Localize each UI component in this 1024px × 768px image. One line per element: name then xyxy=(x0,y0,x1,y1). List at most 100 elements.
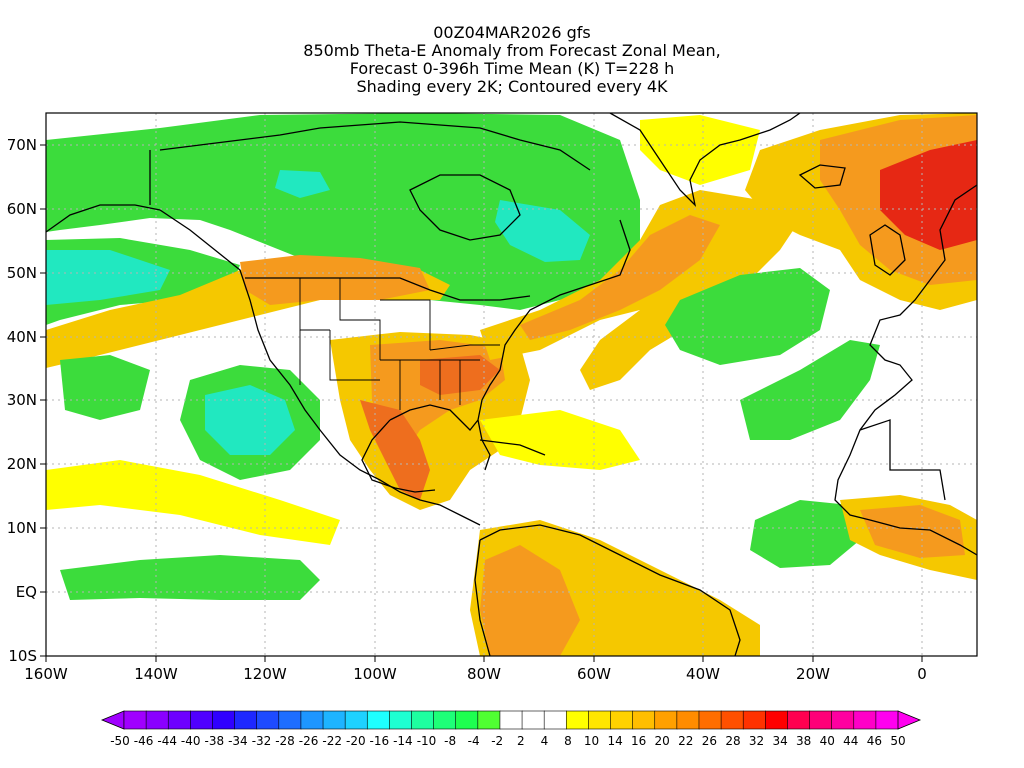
field-green-canada xyxy=(46,113,640,310)
colorbar-swatch xyxy=(632,710,656,730)
colorbar-swatch xyxy=(234,710,258,730)
colorbar-tick-label: 32 xyxy=(749,734,764,748)
colorbar-tick-label: -34 xyxy=(228,734,248,748)
colorbar-tick-label: 16 xyxy=(631,734,646,748)
colorbar-tick-label: 22 xyxy=(678,734,693,748)
anomaly-field xyxy=(46,113,977,656)
colorbar-swatch xyxy=(588,710,612,730)
lon-label: 60W xyxy=(577,665,611,683)
colorbar-swatch xyxy=(433,710,457,730)
colorbar-tick-label: -46 xyxy=(134,734,154,748)
field-green-pacific-tropics xyxy=(60,555,320,600)
gridlines xyxy=(46,113,977,656)
title-line-shading: Shading every 2K; Contoured every 4K xyxy=(356,77,668,96)
lon-label: 20W xyxy=(796,665,830,683)
colorbar-swatch xyxy=(610,710,634,730)
colorbar-swatch xyxy=(831,710,855,730)
colorbar-tick-label: 38 xyxy=(796,734,811,748)
colorbar xyxy=(100,710,922,730)
lon-label: 140W xyxy=(134,665,178,683)
colorbar-swatch xyxy=(742,710,766,730)
plot-frame xyxy=(45,112,978,657)
title-block: 00Z04MAR2026 gfs 850mb Theta-E Anomaly f… xyxy=(0,24,1024,96)
colorbar-swatch xyxy=(720,710,744,730)
lat-label: EQ xyxy=(16,583,37,601)
colorbar-tick-label: -16 xyxy=(369,734,389,748)
lat-label: 70N xyxy=(7,136,37,154)
lon-label: 160W xyxy=(24,665,68,683)
lat-label: 50N xyxy=(7,264,37,282)
colorbar-tick-label: -14 xyxy=(393,734,413,748)
colorbar-swatch xyxy=(853,710,877,730)
colorbar-swatch xyxy=(212,710,236,730)
colorbar-swatch xyxy=(676,710,700,730)
colorbar-tick-label: 14 xyxy=(607,734,622,748)
colorbar-tick-label: 26 xyxy=(702,734,717,748)
field-green-atlantic-south xyxy=(750,500,860,568)
lon-label: 80W xyxy=(467,665,501,683)
colorbar-swatch xyxy=(654,710,678,730)
colorbar-tick-label: -10 xyxy=(417,734,437,748)
field-yellow-caribbean xyxy=(480,410,640,470)
colorbar-tick-label: -28 xyxy=(275,734,295,748)
lat-labels: 70N 60N 50N 40N 30N 20N 10N EQ 10S xyxy=(7,136,37,665)
colorbar-arrow-right xyxy=(897,710,922,730)
colorbar-swatch xyxy=(875,710,899,730)
title-line-forecast: Forecast 0-396h Time Mean (K) T=228 h xyxy=(349,59,675,78)
field-green-mid-atlantic xyxy=(665,268,830,365)
colorbar-swatch xyxy=(322,710,346,730)
colorbar-swatch xyxy=(278,710,302,730)
lon-label: 40W xyxy=(686,665,720,683)
colorbar-swatch xyxy=(543,710,567,730)
colorbar-swatch xyxy=(145,710,169,730)
colorbar-swatch xyxy=(809,710,833,730)
lon-label: 100W xyxy=(353,665,397,683)
colorbar-tick-label: -4 xyxy=(468,734,480,748)
colorbar-tick-label: 28 xyxy=(725,734,740,748)
colorbar-tick-label: 34 xyxy=(772,734,787,748)
colorbar-swatch xyxy=(190,710,214,730)
colorbar-tick-label: 2 xyxy=(517,734,525,748)
title-line-variable: 850mb Theta-E Anomaly from Forecast Zona… xyxy=(303,41,721,60)
field-orange-south-america xyxy=(480,545,580,656)
colorbar-tick-label: -26 xyxy=(299,734,319,748)
colorbar-tick-label: -8 xyxy=(444,734,456,748)
lat-label: 60N xyxy=(7,200,37,218)
lat-label: 10S xyxy=(8,647,37,665)
title-line-date: 00Z04MAR2026 gfs xyxy=(433,23,591,42)
colorbar-tick-label: -20 xyxy=(346,734,366,748)
colorbar-tick-label: 50 xyxy=(890,734,905,748)
colorbar-swatch xyxy=(787,710,811,730)
colorbar-arrow-left xyxy=(100,710,125,730)
colorbar-swatch xyxy=(389,710,413,730)
field-cyan-pacific xyxy=(46,250,170,305)
field-cyan-east-pacific xyxy=(205,385,295,455)
lon-label: 120W xyxy=(243,665,287,683)
colorbar-swatch xyxy=(300,710,324,730)
colorbar-swatch xyxy=(344,710,368,730)
lat-label: 20N xyxy=(7,455,37,473)
us-state-borders xyxy=(299,278,500,410)
colorbar-tick-label: 20 xyxy=(655,734,670,748)
colorbar-tick-label: -44 xyxy=(157,734,177,748)
lat-label: 40N xyxy=(7,328,37,346)
colorbar-tick-label: -40 xyxy=(181,734,201,748)
field-red-europe xyxy=(880,140,977,250)
field-yellow-arctic-atlantic xyxy=(640,115,760,185)
colorbar-tick-label: -38 xyxy=(204,734,224,748)
colorbar-swatch xyxy=(698,710,722,730)
colorbar-tick-label: -32 xyxy=(252,734,272,748)
colorbar-swatch xyxy=(477,710,501,730)
colorbar-labels: -50 -46 -44 -40 -38 -34 -32 -28 -26 -22 -20 -16 -14-… xyxy=(110,734,905,748)
field-green-west-pacific xyxy=(60,355,150,420)
field-orange-west-africa xyxy=(860,505,965,558)
field-yellow-tropics-pacific xyxy=(46,460,340,545)
field-dark-orange-mexico xyxy=(360,400,430,500)
colorbar-swatch xyxy=(366,710,390,730)
colorbar-tick-label: -22 xyxy=(322,734,342,748)
coastlines xyxy=(46,113,977,656)
colorbar-tick-label: 10 xyxy=(584,734,599,748)
colorbar-tick-label: -50 xyxy=(110,734,130,748)
colorbar-tick-label: 4 xyxy=(541,734,549,748)
